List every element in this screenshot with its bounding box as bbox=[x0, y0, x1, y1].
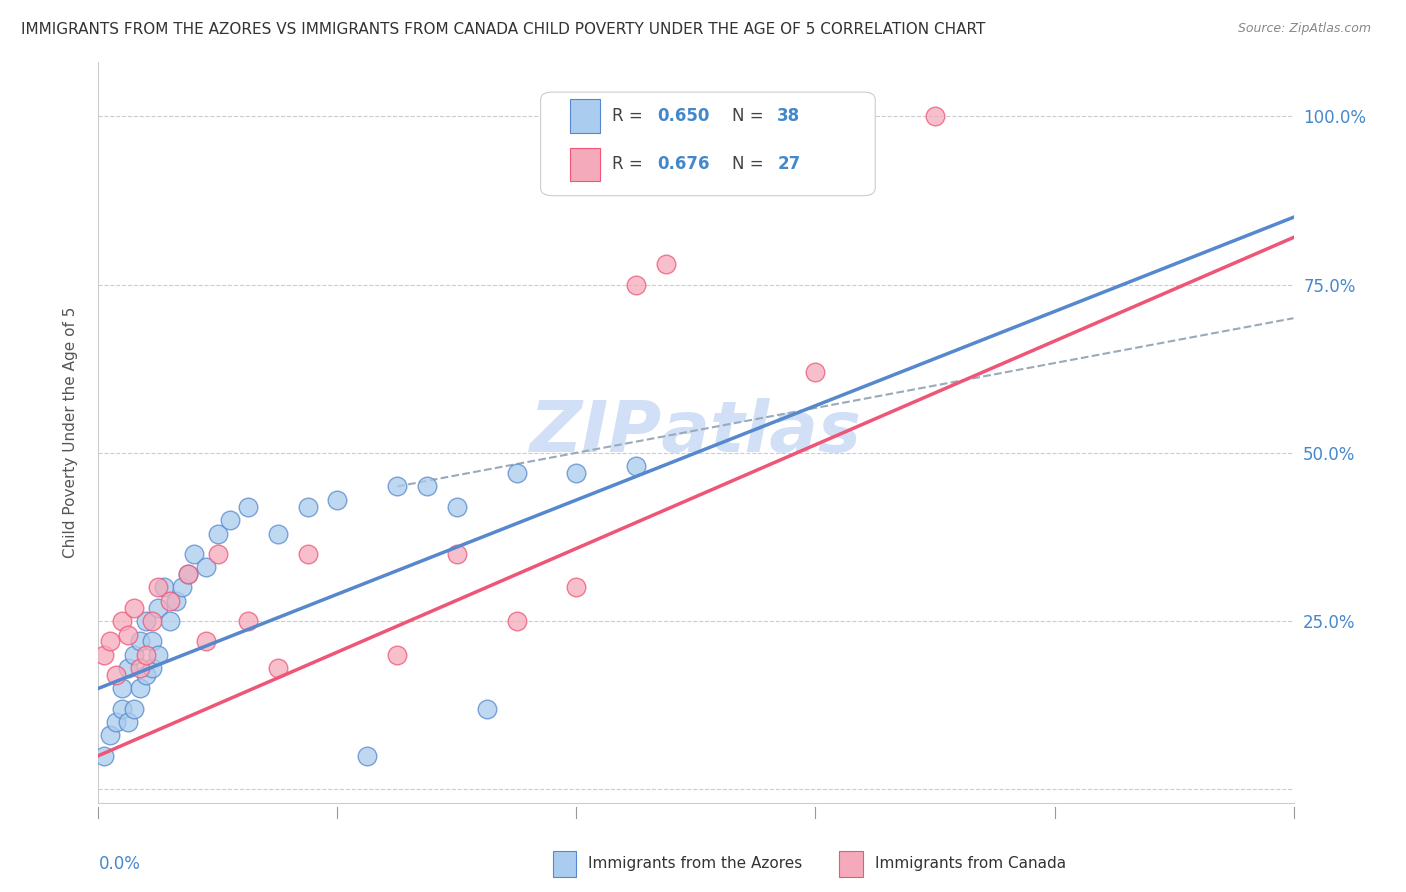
Point bbox=[172, 581, 194, 595]
Point bbox=[207, 547, 229, 561]
Text: Immigrants from Canada: Immigrants from Canada bbox=[876, 856, 1066, 871]
Point bbox=[124, 648, 146, 662]
Point bbox=[129, 634, 152, 648]
Point bbox=[135, 648, 157, 662]
Text: R =: R = bbox=[613, 107, 648, 125]
Point bbox=[111, 614, 134, 628]
Point bbox=[236, 500, 259, 514]
Point bbox=[626, 459, 648, 474]
Point bbox=[565, 466, 588, 480]
Point bbox=[475, 701, 498, 715]
Point bbox=[148, 600, 170, 615]
Text: IMMIGRANTS FROM THE AZORES VS IMMIGRANTS FROM CANADA CHILD POVERTY UNDER THE AGE: IMMIGRANTS FROM THE AZORES VS IMMIGRANTS… bbox=[21, 22, 986, 37]
Point bbox=[326, 492, 349, 507]
Point bbox=[135, 614, 157, 628]
Point bbox=[685, 109, 707, 123]
Point bbox=[148, 581, 170, 595]
Text: Immigrants from the Azores: Immigrants from the Azores bbox=[589, 856, 803, 871]
Point bbox=[506, 614, 529, 628]
Point bbox=[195, 634, 218, 648]
Point bbox=[297, 547, 319, 561]
Text: 38: 38 bbox=[778, 107, 800, 125]
Point bbox=[117, 627, 139, 641]
Point bbox=[446, 500, 468, 514]
Point bbox=[416, 479, 439, 493]
Point bbox=[195, 560, 218, 574]
Point bbox=[129, 661, 152, 675]
Bar bbox=[571, 147, 600, 181]
Y-axis label: Child Poverty Under the Age of 5: Child Poverty Under the Age of 5 bbox=[63, 307, 77, 558]
Point bbox=[356, 748, 378, 763]
Text: 0.0%: 0.0% bbox=[98, 855, 141, 872]
Point bbox=[207, 526, 229, 541]
Point bbox=[297, 500, 319, 514]
Point bbox=[93, 648, 115, 662]
Bar bbox=[553, 851, 576, 877]
Point bbox=[135, 668, 157, 682]
Point bbox=[105, 668, 128, 682]
Point bbox=[148, 648, 170, 662]
Text: 0.650: 0.650 bbox=[658, 107, 710, 125]
Point bbox=[124, 600, 146, 615]
Point bbox=[506, 466, 529, 480]
Point bbox=[924, 109, 946, 123]
Point bbox=[117, 714, 139, 729]
Text: N =: N = bbox=[733, 155, 769, 173]
Text: R =: R = bbox=[613, 155, 648, 173]
Point bbox=[183, 547, 205, 561]
Point bbox=[111, 681, 134, 696]
Point bbox=[98, 729, 122, 743]
Point bbox=[159, 614, 181, 628]
Point bbox=[93, 748, 115, 763]
Point bbox=[141, 614, 163, 628]
Point bbox=[385, 648, 409, 662]
Point bbox=[385, 479, 409, 493]
Point bbox=[141, 634, 163, 648]
Point bbox=[219, 513, 242, 527]
Point bbox=[165, 594, 187, 608]
Point bbox=[565, 581, 588, 595]
Bar bbox=[839, 851, 863, 877]
Point bbox=[236, 614, 259, 628]
Point bbox=[655, 257, 678, 271]
Text: ZIP​atlas: ZIP​atlas bbox=[530, 398, 862, 467]
Text: 0.676: 0.676 bbox=[658, 155, 710, 173]
Point bbox=[804, 365, 827, 379]
Point bbox=[267, 661, 290, 675]
Text: N =: N = bbox=[733, 107, 769, 125]
Point bbox=[153, 581, 176, 595]
Point bbox=[141, 661, 163, 675]
FancyBboxPatch shape bbox=[541, 92, 876, 195]
Point bbox=[117, 661, 139, 675]
Bar bbox=[571, 100, 600, 133]
Point bbox=[177, 566, 200, 581]
Point bbox=[105, 714, 128, 729]
Text: Source: ZipAtlas.com: Source: ZipAtlas.com bbox=[1237, 22, 1371, 36]
Point bbox=[159, 594, 181, 608]
Point bbox=[177, 566, 200, 581]
Text: 27: 27 bbox=[778, 155, 800, 173]
Point bbox=[446, 547, 468, 561]
Point bbox=[745, 109, 768, 123]
Point bbox=[111, 701, 134, 715]
Point bbox=[267, 526, 290, 541]
Point bbox=[98, 634, 122, 648]
Point bbox=[626, 277, 648, 292]
Point bbox=[129, 681, 152, 696]
Point bbox=[124, 701, 146, 715]
